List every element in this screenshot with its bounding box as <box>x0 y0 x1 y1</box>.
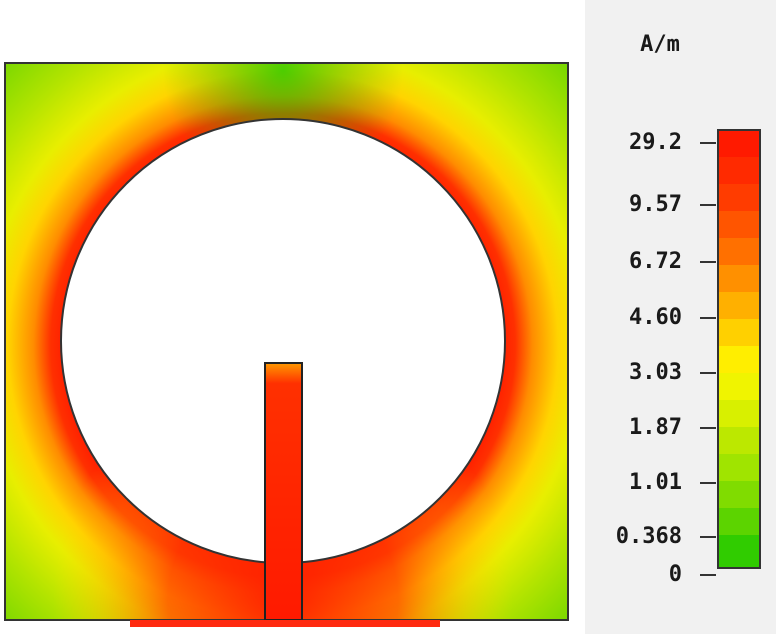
color-band <box>718 211 760 239</box>
feed-line <box>264 362 303 621</box>
color-band <box>718 184 760 212</box>
legend-label: 29.2 <box>629 130 682 155</box>
color-band <box>718 238 760 266</box>
legend-unit: A/m <box>640 32 680 57</box>
color-band <box>718 373 760 401</box>
legend-label: 6.72 <box>629 249 682 274</box>
color-band <box>718 157 760 185</box>
color-band <box>718 346 760 374</box>
legend-label: 0.368 <box>616 524 682 549</box>
color-band <box>718 130 760 158</box>
color-band <box>718 319 760 347</box>
color-band <box>718 427 760 455</box>
color-band <box>718 508 760 536</box>
legend-labels: 29.2 9.57 6.72 4.60 3.03 1.87 1.01 0.368 0 <box>616 130 716 587</box>
color-band <box>718 292 760 320</box>
color-band <box>718 454 760 482</box>
color-band <box>718 481 760 509</box>
color-bar-border <box>717 129 761 569</box>
color-band <box>718 265 760 293</box>
legend-label: 3.03 <box>629 360 682 385</box>
legend-label: 9.57 <box>629 192 682 217</box>
field-plot <box>4 62 569 627</box>
legend-label: 0 <box>669 562 682 587</box>
legend-label: 1.01 <box>629 470 682 495</box>
color-band <box>718 535 760 568</box>
legend-label: 4.60 <box>629 305 682 330</box>
legend-label: 1.87 <box>629 415 682 440</box>
ground-strip <box>130 620 440 627</box>
color-bar <box>717 129 761 569</box>
color-band <box>718 400 760 428</box>
